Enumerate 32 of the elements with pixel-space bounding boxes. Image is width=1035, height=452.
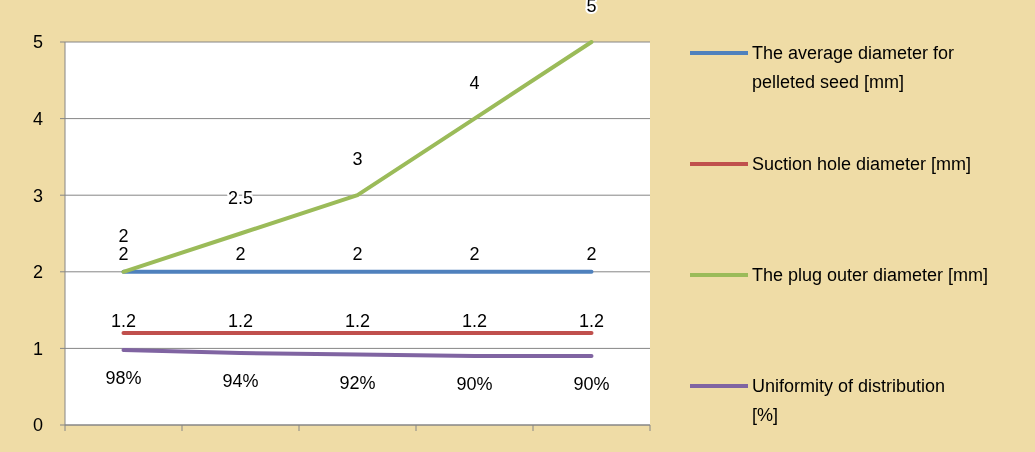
y-tick-label: 0: [32, 415, 43, 436]
line-series: [121, 40, 594, 274]
data-label: 2: [118, 225, 129, 246]
data-label: 94%: [222, 371, 259, 391]
data-label: 1.2: [461, 311, 488, 332]
legend-label: Uniformity of distribution [%]: [752, 376, 946, 426]
data-label: 2: [235, 243, 246, 264]
y-tick-label: 5: [32, 32, 43, 53]
data-label: 1.2: [110, 311, 137, 332]
data-label: 2.5: [227, 187, 254, 208]
y-tick-label: 3: [32, 185, 43, 206]
data-label: 2: [586, 243, 597, 264]
legend-label: Suction hole diameter [mm]: [752, 154, 972, 175]
data-label: 1.2: [344, 311, 371, 332]
data-label: 2: [469, 243, 480, 264]
data-label: 1.2: [578, 311, 605, 332]
data-label: 90%: [456, 374, 493, 395]
y-tick-label: 2: [32, 262, 43, 283]
data-label: 2: [352, 243, 363, 264]
data-label: 92%: [339, 372, 376, 393]
data-label: 90%: [573, 374, 610, 395]
data-label: 4: [469, 72, 480, 93]
y-tick-label: 1: [32, 338, 43, 359]
y-tick-label: 4: [32, 108, 43, 129]
data-label: 3: [352, 149, 363, 170]
data-label: 2: [118, 243, 129, 264]
data-label: 1.2: [227, 311, 254, 332]
legend-label: The plug outer diameter [mm]: [752, 265, 989, 286]
data-label: 98%: [105, 367, 142, 388]
data-label: 5: [586, 0, 597, 16]
line-series: [121, 347, 594, 359]
legend-label: The average diameter for pelleted seed [mm]: [752, 43, 955, 93]
